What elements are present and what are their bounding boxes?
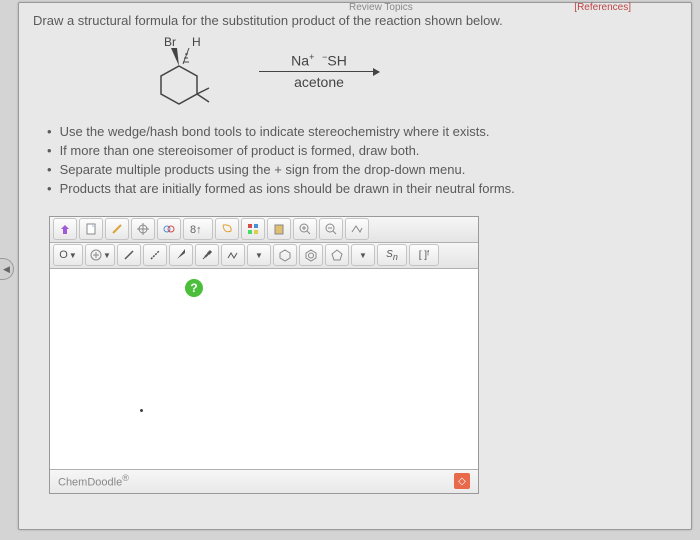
more-button[interactable] (345, 218, 369, 240)
sn-label: Sn (386, 249, 398, 262)
hexagon-button[interactable] (273, 244, 297, 266)
instruction-item: If more than one stereoisomer of product… (47, 143, 663, 160)
references-link[interactable]: [References] (574, 2, 631, 13)
svg-text:8↑: 8↑ (190, 224, 202, 236)
reagent-block: Na+ −SH acetone (259, 52, 379, 90)
instruction-item: Use the wedge/hash bond tools to indicat… (47, 124, 663, 141)
move-button[interactable] (131, 218, 155, 240)
prev-page-button[interactable]: ◀ (0, 258, 14, 280)
chemdoodle-editor: 8↑ O▼ ▼ (49, 216, 479, 494)
charge-button[interactable]: ▼ (85, 244, 115, 266)
ring-button[interactable] (157, 218, 181, 240)
br-label: Br (164, 36, 176, 49)
reagent-bottom: acetone (294, 72, 344, 90)
editor-footer: ChemDoodle® (50, 469, 478, 493)
hand-tool-button[interactable] (53, 218, 77, 240)
question-panel: Review Topics [References] Draw a struct… (18, 2, 692, 530)
benzene-button[interactable] (299, 244, 323, 266)
brackets-label: [ ]ᶠ (419, 250, 430, 261)
instruction-item: Separate multiple products using the + s… (47, 162, 663, 179)
status-spinner[interactable] (454, 473, 470, 489)
reaction-scheme: Br H Na+ −SH acetone (19, 32, 691, 114)
help-label: ? (190, 281, 197, 295)
sn-button[interactable]: Sn (377, 244, 407, 266)
instruction-item: Products that are initially formed as io… (47, 181, 663, 198)
rings-button[interactable]: 8↑ (183, 218, 213, 240)
element-label: O (59, 249, 68, 261)
drawing-canvas[interactable]: ? (50, 269, 478, 469)
templates-button[interactable] (241, 218, 265, 240)
ring-dropdown-button[interactable]: ▼ (351, 244, 375, 266)
zoomin-button[interactable] (293, 218, 317, 240)
brand-label: ChemDoodle® (58, 473, 129, 489)
toolbar-row-1: 8↑ (50, 217, 478, 243)
wedge-bond-button[interactable] (169, 244, 193, 266)
h-label: H (192, 36, 201, 49)
canvas-dot (140, 409, 143, 412)
bond-dropdown-button[interactable]: ▼ (247, 244, 271, 266)
element-picker-button[interactable]: O▼ (53, 244, 83, 266)
paste-button[interactable] (267, 218, 291, 240)
topics-link[interactable]: Review Topics (349, 2, 413, 13)
reactant-structure: Br H (139, 36, 219, 106)
reagent-top: Na+ −SH (291, 52, 347, 71)
instruction-list: Use the wedge/hash bond tools to indicat… (19, 114, 691, 216)
single-bond-button[interactable] (117, 244, 141, 266)
hash-bond-button[interactable] (195, 244, 219, 266)
lasso-button[interactable] (215, 218, 239, 240)
brackets-button[interactable]: [ ]ᶠ (409, 244, 439, 266)
toolbar-row-2: O▼ ▼ ▼ (50, 243, 478, 269)
file-button[interactable] (79, 218, 103, 240)
reaction-arrow (259, 71, 379, 72)
chain-button[interactable] (221, 244, 245, 266)
help-icon[interactable]: ? (185, 279, 203, 297)
dash-bond-button[interactable] (143, 244, 167, 266)
zoomout-button[interactable] (319, 218, 343, 240)
pentagon-button[interactable] (325, 244, 349, 266)
pencil-button[interactable] (105, 218, 129, 240)
